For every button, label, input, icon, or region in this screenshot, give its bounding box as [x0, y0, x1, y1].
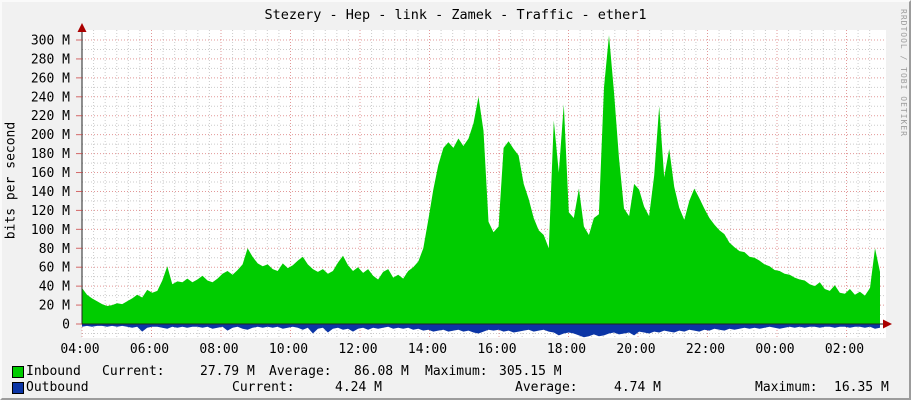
x-tick-label: 00:00	[755, 342, 794, 357]
inbound-series-label: Inbound	[26, 364, 81, 379]
y-tick-label: 200 M	[31, 128, 70, 143]
y-tick-label: 280 M	[31, 52, 70, 67]
inbound-average-label: Average:	[269, 364, 332, 379]
y-tick-label: 20 M	[39, 299, 70, 314]
x-tick-label: 16:00	[477, 342, 516, 357]
y-tick-label: 80 M	[39, 242, 70, 257]
inbound-current-value: 27.79 M	[200, 364, 255, 379]
y-tick-label: 0	[62, 318, 70, 333]
x-tick-label: 08:00	[199, 342, 238, 357]
x-tick-label: 18:00	[547, 342, 586, 357]
y-tick-label: 60 M	[39, 261, 70, 276]
y-tick-label: 260 M	[31, 71, 70, 86]
inbound-average-value: 86.08 M	[354, 364, 409, 379]
x-tick-label: 02:00	[825, 342, 864, 357]
y-tick-label: 100 M	[31, 223, 70, 238]
y-tick-label: 220 M	[31, 109, 70, 124]
inbound-maximum-label: Maximum:	[425, 364, 488, 379]
outbound-average-value: 4.74 M	[614, 380, 661, 395]
outbound-average-label: Average:	[515, 380, 578, 395]
y-tick-label: 120 M	[31, 204, 70, 219]
inbound-swatch	[12, 366, 24, 378]
outbound-current-label: Current:	[232, 380, 295, 395]
x-tick-label: 12:00	[338, 342, 377, 357]
y-tick-label: 180 M	[31, 147, 70, 162]
outbound-current-value: 4.24 M	[335, 380, 382, 395]
y-tick-label: 140 M	[31, 185, 70, 200]
y-tick-label: 240 M	[31, 90, 70, 105]
x-tick-label: 06:00	[130, 342, 169, 357]
y-axis-arrow-icon	[77, 23, 87, 32]
x-tick-label: 10:00	[269, 342, 308, 357]
x-tick-label: 14:00	[408, 342, 447, 357]
x-axis-arrow-icon	[883, 319, 892, 329]
outbound-swatch	[12, 382, 24, 394]
outbound-area	[82, 324, 880, 338]
y-tick-label: 160 M	[31, 166, 70, 181]
inbound-current-label: Current:	[102, 364, 165, 379]
outbound-maximum-value: 16.35 M	[834, 380, 889, 395]
y-tick-label: 40 M	[39, 280, 70, 295]
inbound-area	[82, 35, 880, 325]
graph-title: Stezery - Hep - link - Zamek - Traffic -…	[264, 7, 647, 23]
outbound-maximum-label: Maximum:	[755, 380, 818, 395]
x-tick-label: 22:00	[686, 342, 725, 357]
inbound-maximum-value: 305.15 M	[499, 364, 562, 379]
x-tick-label: 04:00	[60, 342, 99, 357]
y-tick-label: 300 M	[31, 34, 70, 49]
x-tick-label: 20:00	[616, 342, 655, 357]
outbound-series-label: Outbound	[26, 380, 89, 395]
